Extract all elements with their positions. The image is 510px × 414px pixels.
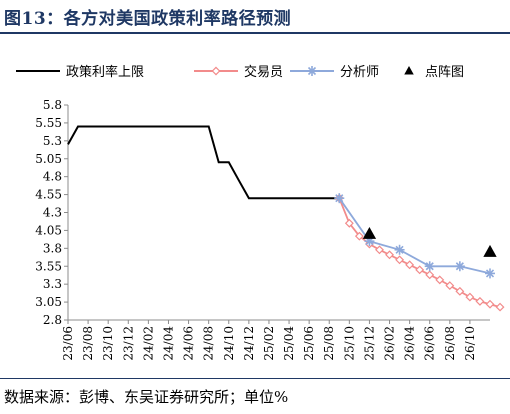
legend-label-traders: 交易员 (244, 64, 283, 80)
x-tick-label: 25/08 (322, 326, 336, 361)
point-traders (455, 286, 465, 296)
title-rule (0, 32, 510, 34)
x-tick-label: 26/08 (443, 326, 457, 361)
legend-swatch-dots (404, 66, 414, 75)
series-line-policy (67, 125, 340, 200)
legend-item-traders: 交易员 (194, 64, 283, 80)
y-tick-label: 5.8 (43, 98, 62, 112)
x-tick-label: 26/04 (403, 326, 417, 361)
y-tick-label: 4.05 (35, 223, 62, 237)
legend-label-policy: 政策利率上限 (66, 64, 144, 80)
legend: 政策利率上限 交易员 分析师 点阵图 (16, 64, 464, 80)
point-traders (405, 260, 415, 270)
legend-marker-traders (211, 66, 221, 76)
x-tick-label: 24/06 (182, 326, 196, 361)
point-traders (435, 275, 445, 285)
point-traders (395, 255, 405, 265)
x-tick-label: 25/12 (362, 326, 376, 361)
point-dots (362, 227, 377, 239)
point-analysts (424, 261, 435, 272)
legend-item-policy: 政策利率上限 (16, 64, 144, 80)
series-analysts (334, 193, 495, 279)
y-tick-label: 3.55 (35, 259, 62, 273)
legend-marker-analysts (307, 66, 317, 76)
y-tick-label: 2.8 (43, 313, 62, 327)
y-tick-label: 3.3 (43, 277, 62, 291)
x-tick-label: 25/02 (262, 326, 276, 361)
x-tick-label: 23/08 (81, 326, 95, 361)
series-line-traders (338, 197, 501, 308)
point-analysts (454, 261, 465, 272)
x-tick-label: 24/04 (161, 326, 175, 361)
y-tick-label: 4.55 (35, 188, 62, 202)
plot-series (67, 125, 505, 312)
point-traders (385, 250, 394, 260)
legend-label-analysts: 分析师 (340, 65, 379, 80)
y-tick-label: 5.55 (35, 116, 62, 130)
x-tick-label: 25/04 (282, 326, 296, 361)
y-tick-label: 5.3 (43, 134, 62, 148)
y-tick-label: 5.05 (35, 152, 62, 166)
x-tick-label: 24/08 (202, 326, 216, 361)
series-line-analysts (338, 197, 491, 275)
series-traders (334, 193, 505, 312)
point-traders (495, 302, 505, 312)
x-tick-label: 23/06 (61, 326, 75, 361)
series-policy (67, 125, 340, 200)
y-tick-label: 3.05 (35, 295, 62, 309)
x-tick-label: 26/06 (423, 326, 437, 361)
x-tick-label: 26/10 (463, 326, 477, 361)
x-tick-label: 26/02 (383, 326, 397, 361)
legend-label-dots: 点阵图 (425, 65, 464, 80)
point-traders (465, 292, 475, 302)
x-tick-label: 24/12 (242, 326, 256, 361)
x-tick-label: 23/10 (101, 326, 115, 361)
chart-area: 政策利率上限 交易员 分析师 点阵图 2.8 3.05 3.3 3.55 3.8 4.05 4.3… (16, 64, 505, 361)
point-traders (354, 231, 364, 241)
point-traders (375, 245, 384, 255)
series-dots (362, 227, 497, 257)
legend-item-analysts: 分析师 (290, 65, 379, 80)
source-note: 数据来源：彭博、东吴证券研究所；单位% (4, 388, 289, 406)
y-tick-label: 4.8 (43, 170, 62, 184)
point-traders (445, 281, 455, 291)
legend-item-dots: 点阵图 (404, 65, 464, 80)
point-traders (415, 265, 425, 275)
x-tick-label: 24/02 (141, 326, 155, 361)
point-traders (425, 270, 435, 280)
x-tick-label: 24/10 (222, 326, 236, 361)
x-tick-label: 25/06 (302, 326, 316, 361)
point-dots (483, 244, 497, 257)
point-traders (485, 299, 495, 309)
point-traders (475, 296, 485, 306)
x-tick-label: 25/10 (342, 326, 356, 361)
y-tick-label: 3.8 (43, 241, 62, 255)
point-analysts (394, 244, 405, 255)
figure-title: 图13：各方对美国政策利率路径预测 (4, 9, 292, 29)
source-rule (0, 378, 510, 379)
x-tick-label: 23/12 (121, 326, 135, 361)
axes: 2.8 3.05 3.3 3.55 3.8 4.05 4.3 4.55 4.8 5.05 5.3 5.… (35, 98, 490, 361)
y-tick-label: 4.3 (43, 206, 62, 220)
point-analysts (334, 193, 345, 204)
point-analysts (485, 268, 495, 279)
point-traders (344, 218, 354, 228)
